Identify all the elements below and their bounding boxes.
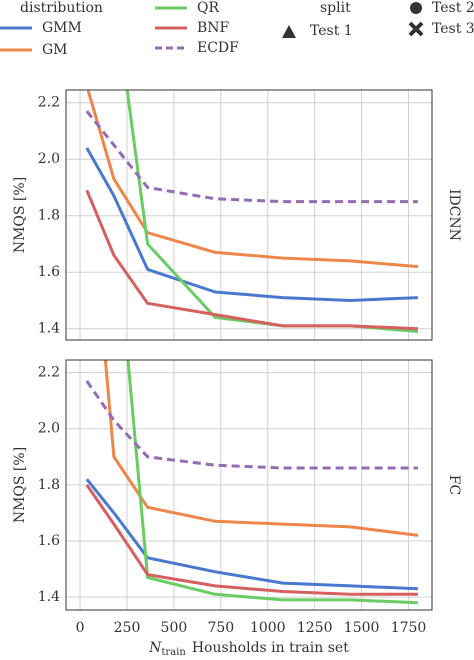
legend-entry: Test 2	[432, 0, 474, 16]
y-tick-label: 2.2	[38, 95, 60, 111]
y-tick-label: 1.6	[38, 533, 60, 549]
x-tick-label: 500	[161, 620, 188, 636]
x-tick-label: 1500	[344, 620, 380, 636]
panel-label: FC	[446, 475, 462, 495]
y-tick-label: 1.8	[38, 208, 60, 224]
legend-marker	[408, 21, 424, 37]
x-label-subscript: train	[161, 647, 186, 658]
series-line	[85, 380, 418, 470]
legend-entry: Test 1	[310, 23, 353, 39]
legend-marker	[410, 2, 422, 14]
x-tick-label: 750	[207, 620, 234, 636]
legend-marker	[282, 25, 296, 38]
legend-split-title: split	[320, 0, 351, 16]
y-tick-label: 1.4	[38, 321, 60, 337]
x-tick-label: 0	[76, 620, 85, 636]
y-axis-label: NMQS [%]	[12, 177, 28, 253]
legend-label: ECDF	[197, 40, 239, 56]
y-tick-label: 2.0	[38, 421, 60, 437]
legend-label: GMM	[42, 20, 82, 36]
legend-entry: Test 3	[432, 21, 474, 37]
y-axis-label: NMQS [%]	[12, 447, 28, 523]
series-line	[103, 360, 419, 537]
plot-border	[65, 359, 433, 611]
y-tick-label: 2.0	[38, 151, 60, 167]
series-group	[85, 360, 419, 605]
panel-label: IDCNN	[446, 189, 462, 241]
x-axis-label: Ntrain Housholds in train set	[148, 640, 349, 658]
series-line	[85, 147, 418, 302]
y-tick-label: 2.2	[38, 365, 60, 381]
legend-label: GM	[42, 42, 68, 58]
y-tick-label: 1.4	[38, 589, 60, 605]
plot-border	[65, 89, 433, 341]
x-label-symbol: N	[148, 640, 162, 656]
series-line	[85, 110, 418, 204]
series-line	[126, 360, 418, 605]
legend: distribution split Test 1 Test 2 Test 3	[20, 0, 474, 39]
series-line	[85, 189, 418, 331]
legend-series: GMM GM QR BNF ECDF	[0, 0, 239, 58]
x-tick-label: 1250	[297, 620, 333, 636]
y-tick-label: 1.8	[38, 477, 60, 493]
plot-area	[66, 90, 432, 340]
legend-title: distribution	[20, 0, 103, 16]
x-label-text: Housholds in train set	[192, 640, 349, 656]
series-line	[85, 484, 418, 596]
x-tick-label: 1000	[250, 620, 286, 636]
y-tick-label: 1.6	[38, 264, 60, 280]
x-tick-label: 250	[114, 620, 141, 636]
series-group	[85, 90, 419, 333]
x-tick-label: 1750	[391, 620, 427, 636]
legend-label: BNF	[197, 20, 230, 36]
series-line	[85, 478, 418, 591]
series-line	[86, 90, 419, 269]
legend-label: QR	[197, 0, 219, 16]
